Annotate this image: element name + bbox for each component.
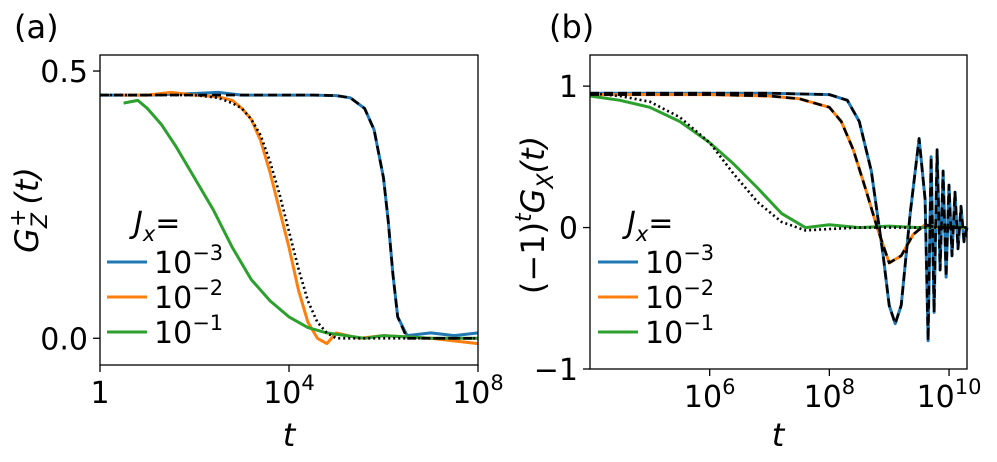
panel-b-ylabel-tail: G — [514, 189, 552, 214]
legend-b-title-sub: x — [635, 222, 649, 246]
panel-label-b: (b) — [549, 8, 594, 46]
panel-b-ylabel: (−1)tGX(t) — [512, 136, 559, 294]
panel-b-ylabel-main: (−1) — [514, 222, 552, 294]
panel-a: (a) 1 104 108 0.00.5 t GZ+(t) Jx= 10−3 10−… — [6, 8, 504, 454]
legend-a-title-main: J — [129, 206, 143, 241]
legend-b-title-tail: = — [648, 206, 673, 241]
legend-b-entry-3-base: 10 — [645, 316, 683, 351]
panel-a-ylabel-sub: Z — [28, 212, 53, 229]
panel-a-ylabel: GZ+ (t) — [6, 167, 53, 253]
panel-b-xtick-label: 108 — [804, 375, 856, 415]
panel-a-series — [100, 90, 479, 346]
panel-a-xtick-label: 1 — [90, 376, 109, 411]
panel-b: (b) 106 108 1010 −101 t (−1)tGX(t) Jx= 10−… — [512, 8, 982, 454]
legend-a-entry-2: 10−2 — [154, 276, 223, 316]
panel-b-ylabel-end: (t) — [514, 136, 552, 174]
legend-a-entry-2-base: 10 — [154, 281, 192, 316]
legend-a-entry-3: 10−1 — [154, 311, 223, 351]
panel-b-ylabel-sup: t — [512, 212, 537, 222]
panel-b-xtick-label: 1010 — [917, 375, 982, 415]
panel-a-ylabel-main: G — [8, 228, 46, 253]
legend-a-title: Jx= — [129, 206, 180, 246]
legend-b-title-main: J — [622, 206, 636, 241]
legend-b-entry-1-base: 10 — [645, 246, 683, 281]
panel-a-ylabel-sup: + — [6, 209, 31, 227]
panel-a-xtick-label: 108 — [452, 371, 504, 411]
legend-a-title-sub: x — [142, 222, 156, 246]
legend-b-entry-1: 10−3 — [645, 241, 714, 281]
panel-b-xlabel: t — [772, 416, 786, 454]
panel-b-ytick-label: 1 — [559, 70, 578, 105]
panel-b-ytick-label: −1 — [534, 353, 578, 388]
panel-a-xlabel: t — [283, 416, 297, 454]
panel-a-ylabel-tail: (t) — [8, 167, 46, 205]
panel-a-ytick-label: 0.5 — [40, 55, 88, 90]
panel-b-ytick-label: 0 — [559, 212, 578, 247]
legend-b-entry-3-sup: −1 — [683, 311, 714, 335]
legend-a-entry-1: 10−3 — [154, 241, 223, 281]
legend-b-entry-2-sup: −2 — [683, 276, 714, 300]
panel-b-series — [589, 91, 969, 343]
panel-b-line-exact — [590, 91, 969, 343]
legend-a-entry-1-base: 10 — [154, 246, 192, 281]
panel-a-ytick-label: 0.0 — [40, 322, 88, 357]
panel-b-legend: Jx= 10−3 10−2 10−1 — [598, 206, 714, 351]
legend-a-entry-2-sup: −2 — [192, 276, 223, 300]
legend-b-entry-1-sup: −3 — [683, 241, 714, 265]
legend-b-entry-3: 10−1 — [645, 311, 714, 351]
legend-b-title: Jx= — [622, 206, 673, 246]
panel-b-ylabel-sub: X — [534, 173, 559, 190]
legend-a-entry-3-sup: −1 — [192, 311, 223, 335]
legend-a-title-tail: = — [155, 206, 180, 241]
legend-b-entry-2-base: 10 — [645, 281, 683, 316]
panel-b-xtick-label: 106 — [684, 375, 736, 415]
panel-b-yticks: −1 0 1 — [534, 70, 590, 388]
panel-b-frame — [589, 54, 968, 370]
panel-b-line-approx — [589, 91, 967, 232]
legend-a-entry-1-sup: −3 — [192, 241, 223, 265]
legend-a-entry-3-base: 10 — [154, 316, 192, 351]
panel-label-a: (a) — [14, 8, 59, 46]
panel-a-legend: Jx= 10−3 10−2 10−1 — [107, 206, 223, 351]
panel-a-line-10-1 — [123, 98, 478, 340]
panel-a-yticks: 0.0 0.5 — [40, 55, 100, 357]
panel-b-line-exact-b — [590, 93, 967, 265]
panel-a-xticks: 1 104 108 — [90, 365, 504, 411]
panel-a-xtick-label: 104 — [263, 371, 315, 411]
panel-a-line-exact — [100, 93, 478, 340]
panel-b-xticks: 106 108 1010 — [684, 369, 982, 415]
legend-b-entry-2: 10−2 — [645, 276, 714, 316]
